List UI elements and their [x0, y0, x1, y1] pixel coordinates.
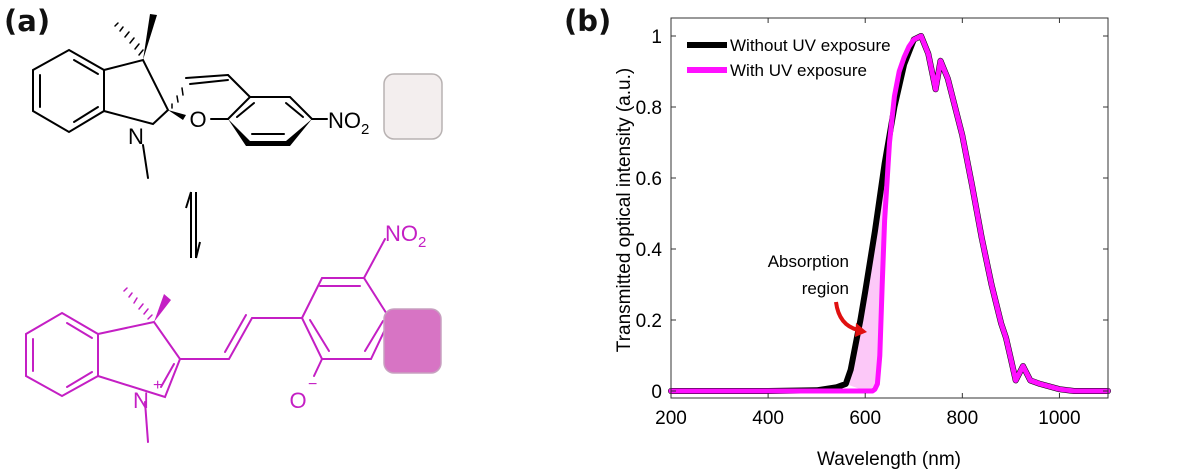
axis-ticks: 200 400 600 800 1000 0 0.2 0.4 0.6 0.8 1	[636, 18, 1108, 429]
legend: Without UV exposure With UV exposure	[687, 36, 891, 80]
y-tick-label: 0.8	[636, 98, 662, 119]
series-line-1	[668, 33, 1111, 394]
y-tick-label: 0.6	[636, 169, 662, 190]
series-line-0	[668, 33, 1111, 394]
positive-charge: +	[153, 377, 162, 394]
annotation-line-1: Absorption	[768, 252, 849, 271]
nitrogen-atom: N	[128, 124, 144, 149]
oxygen-atom: O	[189, 107, 206, 132]
y-tick-label: 0	[651, 382, 662, 403]
y-tick-label: 1	[651, 27, 662, 48]
pink-swatch	[383, 308, 442, 374]
red-arrow-icon	[834, 301, 867, 337]
x-tick-label: 400	[752, 408, 784, 429]
x-axis-label: Wavelength (nm)	[817, 449, 961, 470]
series-lines	[668, 33, 1111, 394]
colorless-swatch	[383, 73, 443, 140]
legend-label-0: Without UV exposure	[730, 36, 891, 55]
x-tick-label: 200	[655, 408, 687, 429]
merocyanine-structure	[25, 238, 392, 443]
plot-frame	[670, 17, 1109, 399]
panel-b-label: (b)	[564, 4, 612, 38]
y-axis-label: Transmitted optical intensity (a.u.)	[614, 68, 635, 352]
panel-a-label: (a)	[4, 4, 51, 38]
phenolate-oxygen: O	[289, 388, 306, 413]
annotation-line-2: region	[802, 279, 849, 298]
spiropyran-structure	[32, 14, 328, 179]
nitrogen-cation: N	[133, 388, 149, 413]
y-tick-label: 0.2	[636, 311, 662, 332]
x-tick-label: 1000	[1038, 408, 1080, 429]
transmission-chart: 200 400 600 800 1000 0 0.2 0.4 0.6 0.8 1 Without U…	[614, 17, 1111, 470]
legend-label-1: With UV exposure	[730, 61, 867, 80]
negative-charge: −	[308, 376, 317, 393]
nitro-label-open: NO2	[385, 221, 426, 251]
x-tick-label: 600	[849, 408, 881, 429]
equilibrium-arrow-icon	[185, 191, 201, 259]
nitro-label-closed: NO2	[328, 108, 369, 138]
y-tick-label: 0.4	[636, 240, 663, 261]
x-tick-label: 800	[946, 408, 978, 429]
